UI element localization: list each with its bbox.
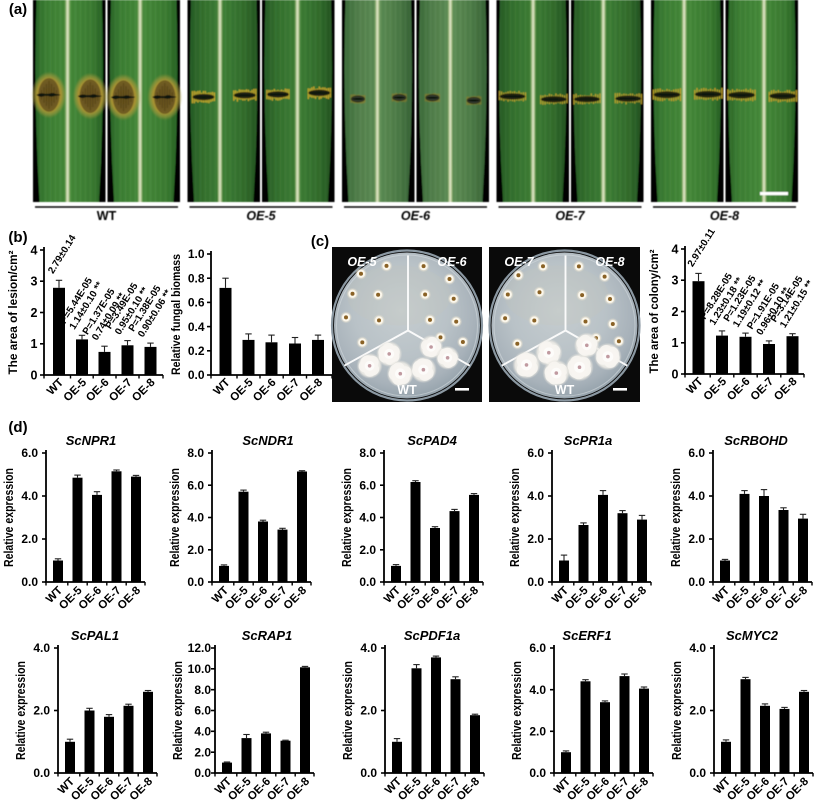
svg-text:2.0: 2.0 — [527, 532, 544, 546]
svg-text:0.0: 0.0 — [33, 766, 50, 780]
svg-text:WT: WT — [555, 383, 575, 397]
svg-text:0.0: 0.0 — [688, 575, 705, 589]
svg-text:12.0: 12.0 — [188, 641, 212, 655]
svg-text:2.0: 2.0 — [529, 725, 546, 739]
svg-text:0.0: 0.0 — [529, 766, 546, 780]
svg-text:2.0: 2.0 — [689, 704, 706, 718]
svg-text:0.0: 0.0 — [689, 766, 706, 780]
svg-text:OE-7: OE-7 — [555, 209, 585, 223]
svg-text:ScNPR1: ScNPR1 — [66, 433, 117, 448]
svg-text:0.0: 0.0 — [360, 766, 377, 780]
svg-text:Relative fungal biomass: Relative fungal biomass — [169, 254, 183, 375]
svg-text:WT: WT — [397, 383, 417, 397]
svg-text:2: 2 — [31, 306, 38, 320]
svg-text:1: 1 — [672, 336, 679, 350]
svg-text:OE-8: OE-8 — [595, 255, 624, 269]
svg-text:OE-5: OE-5 — [347, 255, 377, 269]
svg-text:ScNDR1: ScNDR1 — [242, 433, 293, 448]
svg-text:0.0: 0.0 — [187, 575, 204, 589]
svg-text:2.0: 2.0 — [194, 745, 211, 759]
svg-text:Relative expression: Relative expression — [508, 468, 522, 567]
svg-text:ScERF1: ScERF1 — [562, 628, 611, 643]
svg-text:8.0: 8.0 — [359, 446, 376, 460]
svg-text:0: 0 — [31, 368, 38, 382]
svg-text:Relative expression: Relative expression — [340, 468, 354, 567]
svg-text:OE-6: OE-6 — [401, 209, 431, 223]
svg-text:Relative expression: Relative expression — [171, 661, 185, 760]
svg-text:(b): (b) — [8, 229, 27, 246]
svg-text:2.0: 2.0 — [33, 704, 50, 718]
svg-text:4.0: 4.0 — [689, 641, 706, 655]
svg-text:Relative expression: Relative expression — [168, 468, 182, 567]
svg-text:4.0: 4.0 — [187, 511, 204, 525]
svg-text:ScPDF1a: ScPDF1a — [404, 628, 460, 643]
svg-text:4.0: 4.0 — [33, 641, 50, 655]
svg-text:0.0: 0.0 — [194, 766, 211, 780]
svg-text:4: 4 — [31, 243, 38, 257]
svg-text:Relative expression: Relative expression — [2, 468, 16, 567]
svg-text:2: 2 — [672, 305, 679, 319]
svg-text:0.0: 0.0 — [188, 368, 205, 382]
svg-text:0.2: 0.2 — [188, 344, 205, 358]
svg-text:4.0: 4.0 — [529, 683, 546, 697]
svg-text:0.0: 0.0 — [21, 575, 38, 589]
svg-text:ScPR1a: ScPR1a — [564, 433, 612, 448]
svg-text:0.4: 0.4 — [188, 320, 205, 334]
svg-text:10.0: 10.0 — [188, 662, 212, 676]
svg-text:ScMYC2: ScMYC2 — [726, 628, 779, 643]
svg-text:Relative expression: Relative expression — [670, 661, 684, 760]
svg-text:Relative expression: Relative expression — [14, 661, 28, 760]
svg-text:6.0: 6.0 — [194, 704, 211, 718]
svg-text:ScRAP1: ScRAP1 — [242, 628, 293, 643]
svg-text:ScPAD4: ScPAD4 — [407, 433, 457, 448]
svg-text:The area of colony/cm²: The area of colony/cm² — [647, 250, 661, 374]
svg-text:0.6: 0.6 — [188, 296, 205, 310]
svg-text:WT: WT — [97, 209, 117, 223]
svg-text:6.0: 6.0 — [529, 641, 546, 655]
svg-text:The area of lesion/cm²: The area of lesion/cm² — [6, 251, 20, 375]
svg-text:3: 3 — [672, 274, 679, 288]
svg-text:(a): (a) — [9, 1, 27, 18]
svg-text:0.8: 0.8 — [188, 271, 205, 285]
svg-text:6.0: 6.0 — [21, 446, 38, 460]
svg-text:6.0: 6.0 — [527, 446, 544, 460]
svg-text:8.0: 8.0 — [187, 446, 204, 460]
svg-text:4.0: 4.0 — [360, 641, 377, 655]
svg-text:2.0: 2.0 — [688, 532, 705, 546]
svg-text:2.0: 2.0 — [187, 543, 204, 557]
svg-text:1: 1 — [31, 337, 38, 351]
svg-text:ScRBOHD: ScRBOHD — [724, 433, 788, 448]
svg-text:4.0: 4.0 — [359, 511, 376, 525]
svg-text:OE-8: OE-8 — [710, 209, 739, 223]
svg-text:Relative expression: Relative expression — [510, 661, 524, 760]
svg-text:8.0: 8.0 — [194, 683, 211, 697]
svg-text:4.0: 4.0 — [21, 489, 38, 503]
svg-text:0.0: 0.0 — [359, 575, 376, 589]
svg-text:Relative expression: Relative expression — [341, 661, 355, 760]
svg-text:(d): (d) — [8, 419, 27, 436]
svg-text:2.0: 2.0 — [21, 532, 38, 546]
svg-text:1.0: 1.0 — [188, 247, 205, 261]
svg-text:ScPAL1: ScPAL1 — [71, 628, 119, 643]
svg-text:4.0: 4.0 — [688, 489, 705, 503]
svg-text:OE-5: OE-5 — [246, 209, 276, 223]
svg-text:6.0: 6.0 — [187, 478, 204, 492]
svg-text:3: 3 — [31, 275, 38, 289]
svg-text:4.0: 4.0 — [527, 489, 544, 503]
svg-text:4.0: 4.0 — [194, 725, 211, 739]
svg-text:4: 4 — [672, 242, 679, 256]
svg-text:Relative expression: Relative expression — [669, 468, 683, 567]
svg-text:6.0: 6.0 — [688, 446, 705, 460]
svg-text:OE-6: OE-6 — [437, 255, 467, 269]
svg-text:2.0: 2.0 — [360, 704, 377, 718]
svg-text:0: 0 — [672, 367, 679, 381]
svg-text:2.0: 2.0 — [359, 543, 376, 557]
svg-text:6.0: 6.0 — [359, 478, 376, 492]
svg-text:OE-7: OE-7 — [504, 255, 534, 269]
svg-text:0.0: 0.0 — [527, 575, 544, 589]
svg-text:(c): (c) — [311, 233, 329, 250]
